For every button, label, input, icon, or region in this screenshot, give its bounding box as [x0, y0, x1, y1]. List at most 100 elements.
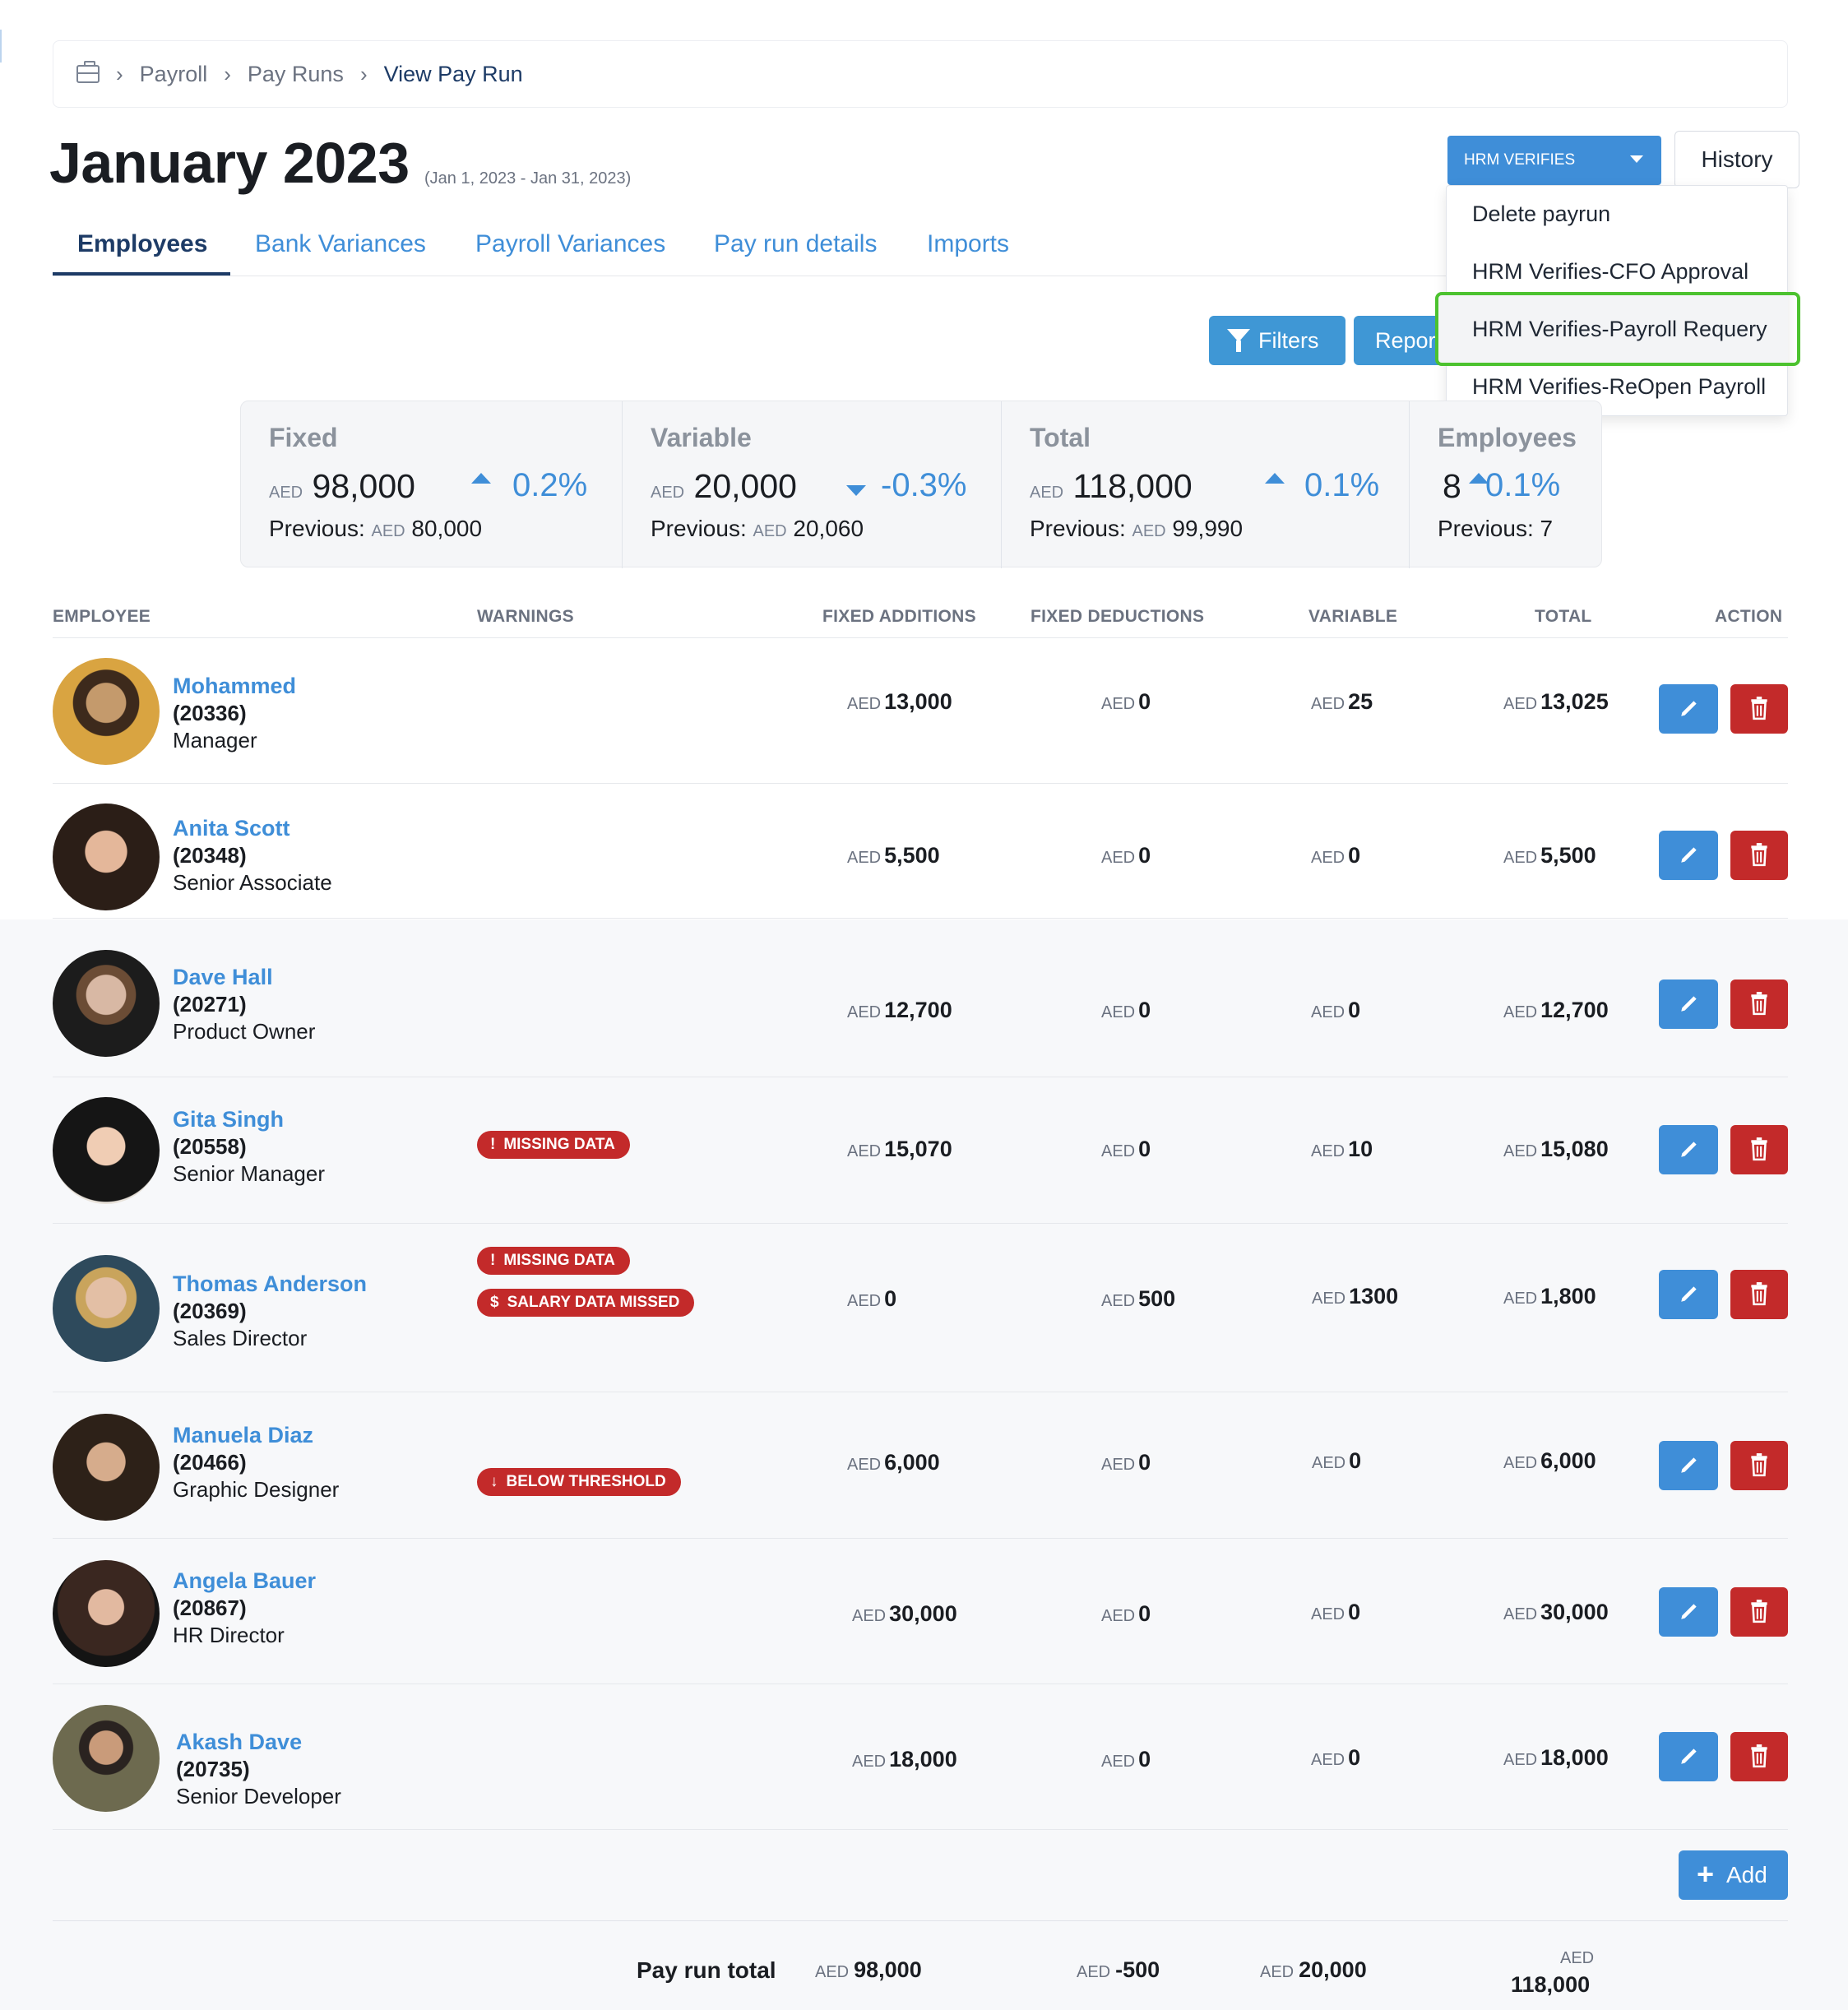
delete-button[interactable] [1730, 831, 1788, 880]
employee-role: Sales Director [173, 1326, 308, 1350]
edit-button[interactable] [1659, 980, 1718, 1029]
header-action: ACTION [1715, 607, 1783, 626]
delete-button[interactable] [1730, 1270, 1788, 1319]
variable: AED 25 [1311, 689, 1373, 714]
edit-button[interactable] [1659, 684, 1718, 734]
employee-id: (20336) [173, 701, 247, 725]
edit-button[interactable] [1659, 1125, 1718, 1174]
trash-icon [1751, 1600, 1767, 1623]
tab-bank-variances[interactable]: Bank Variances [255, 230, 426, 257]
trend-up-icon [471, 473, 491, 484]
trend-up-icon [1469, 473, 1489, 484]
employee-name-link[interactable]: Mohammed [173, 674, 297, 698]
edit-button[interactable] [1659, 1270, 1718, 1319]
fixed-deductions: AED 0 [1101, 689, 1151, 714]
table-row: Gita Singh (20558) Senior Manager ! MISSI… [53, 1077, 1788, 1224]
table-row: Dave Hall (20271) Product Owner AED 12,70… [53, 919, 1788, 1077]
status-dropdown-button[interactable]: HRM VERIFIES [1447, 136, 1661, 185]
grand-total: 118,000 [1511, 1972, 1591, 1997]
variable: AED 0 [1312, 1448, 1362, 1473]
trash-icon [1751, 992, 1767, 1016]
employee-name-link[interactable]: Angela Bauer [173, 1568, 317, 1593]
breadcrumb-payroll[interactable]: Payroll [139, 61, 208, 86]
edit-button[interactable] [1659, 1587, 1718, 1637]
fixed-additions: AED 5,500 [847, 843, 940, 868]
plus-icon: + [1697, 1857, 1715, 1891]
active-tab-indicator [53, 272, 230, 276]
employee-name-link[interactable]: Anita Scott [173, 816, 290, 841]
breadcrumb-current: View Pay Run [383, 61, 523, 86]
employee-id: (20369) [173, 1299, 247, 1323]
table-row: Mohammed (20336) Manager AED 13,000 AED 0 … [53, 638, 1788, 784]
card-value: AED 98,000 [269, 467, 415, 505]
variable: AED 0 [1311, 998, 1361, 1022]
pencil-icon [1681, 996, 1697, 1012]
total: AED 12,700 [1503, 998, 1609, 1022]
delete-button[interactable] [1730, 684, 1788, 734]
warning-badge: ! MISSING DATA [477, 1247, 630, 1275]
employee-name-link[interactable]: Dave Hall [173, 965, 273, 989]
employee-id: (20348) [173, 843, 247, 868]
edit-button[interactable] [1659, 1441, 1718, 1490]
breadcrumb-pay-runs[interactable]: Pay Runs [247, 61, 344, 86]
employee-role: HR Director [173, 1623, 285, 1647]
menu-item-reopen-payroll[interactable]: HRM Verifies-ReOpen Payroll [1472, 374, 1767, 399]
card-label: Employees [1438, 423, 1577, 452]
delete-button[interactable] [1730, 1587, 1788, 1637]
card-label: Total [1030, 423, 1091, 452]
chevron-right-icon: › [224, 61, 231, 86]
table-row: Angela Bauer (20867) HR Director AED 30,0… [53, 1539, 1788, 1684]
employee-role: Senior Associate [173, 870, 332, 895]
employee-name-link[interactable]: Gita Singh [173, 1107, 284, 1132]
avatar [53, 804, 160, 910]
add-label: Add [1726, 1862, 1767, 1887]
card-previous: Previous: AED 99,990 [1030, 516, 1244, 541]
tab-payroll-variances[interactable]: Payroll Variances [475, 230, 666, 257]
filters-button[interactable]: Filters [1209, 316, 1345, 365]
trend-down-icon [846, 485, 866, 496]
total: AED 6,000 [1503, 1448, 1596, 1473]
employee-name-link[interactable]: Akash Dave [176, 1730, 303, 1754]
total-fixed-additions: AED 98,000 [815, 1957, 922, 1982]
delete-button[interactable] [1730, 980, 1788, 1029]
fixed-deductions: AED 0 [1101, 843, 1151, 868]
chevron-right-icon: › [359, 61, 368, 86]
summary-card-fixed: Fixed AED 98,000 0.2% Previous: AED 80,0… [241, 401, 622, 568]
warning-badge: $ SALARY DATA MISSED [477, 1289, 695, 1317]
edge-marker [0, 30, 2, 63]
fixed-additions: AED 12,700 [847, 998, 952, 1022]
report-button[interactable]: Report [1354, 316, 1446, 365]
employee-id: (20558) [173, 1134, 247, 1159]
fixed-deductions: AED 0 [1101, 1601, 1151, 1626]
total-currency: AED [1560, 1949, 1595, 1967]
briefcase-icon[interactable] [76, 61, 100, 83]
employee-role: Manager [173, 728, 257, 753]
employee-id: (20867) [173, 1595, 247, 1620]
employee-name-link[interactable]: Thomas Anderson [173, 1271, 368, 1296]
tab-pay-run-details[interactable]: Pay run details [714, 230, 878, 257]
avatar [53, 950, 160, 1057]
edit-button[interactable] [1659, 831, 1718, 880]
card-label: Variable [651, 423, 752, 452]
pencil-icon [1681, 847, 1697, 863]
chevron-right-icon: › [116, 61, 123, 86]
tab-imports[interactable]: Imports [927, 230, 1010, 257]
fixed-deductions: AED 0 [1101, 1747, 1151, 1771]
delete-button[interactable] [1730, 1441, 1788, 1490]
menu-item-cfo-approval[interactable]: HRM Verifies-CFO Approval [1472, 259, 1749, 284]
card-previous: Previous: AED 80,000 [269, 516, 483, 541]
employee-name-link[interactable]: Manuela Diaz [173, 1423, 314, 1447]
delete-button[interactable] [1730, 1732, 1788, 1781]
avatar [53, 1560, 160, 1667]
avatar [53, 658, 160, 765]
add-employee-button[interactable]: + Add [1679, 1850, 1788, 1900]
menu-item-payroll-requery[interactable]: HRM Verifies-Payroll Requery [1472, 317, 1767, 341]
delete-button[interactable] [1730, 1125, 1788, 1174]
fixed-additions: AED 15,070 [847, 1137, 952, 1161]
edit-button[interactable] [1659, 1732, 1718, 1781]
history-button[interactable]: History [1674, 131, 1799, 188]
tab-employees[interactable]: Employees [77, 230, 208, 257]
card-change: 0.1% [1485, 467, 1561, 503]
total: AED 5,500 [1503, 843, 1596, 868]
menu-item-delete-payrun[interactable]: Delete payrun [1472, 201, 1611, 226]
